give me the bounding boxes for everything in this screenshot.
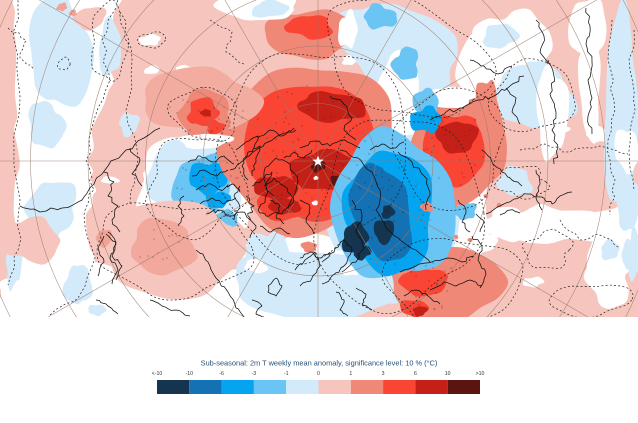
svg-text:1: 1 (349, 371, 352, 377)
svg-text:10: 10 (445, 371, 451, 377)
svg-text:-10: -10 (186, 371, 194, 377)
svg-text:3: 3 (382, 371, 385, 377)
svg-text:6: 6 (414, 371, 417, 377)
svg-text:-3: -3 (252, 371, 257, 377)
svg-text:<-10: <-10 (152, 371, 163, 377)
svg-text:Sub-seasonal: 2m T weekly mean: Sub-seasonal: 2m T weekly mean anomaly, … (201, 359, 438, 368)
svg-text:>10: >10 (476, 371, 485, 377)
svg-text:0: 0 (317, 371, 320, 377)
svg-text:-6: -6 (219, 371, 224, 377)
svg-text:-1: -1 (284, 371, 289, 377)
